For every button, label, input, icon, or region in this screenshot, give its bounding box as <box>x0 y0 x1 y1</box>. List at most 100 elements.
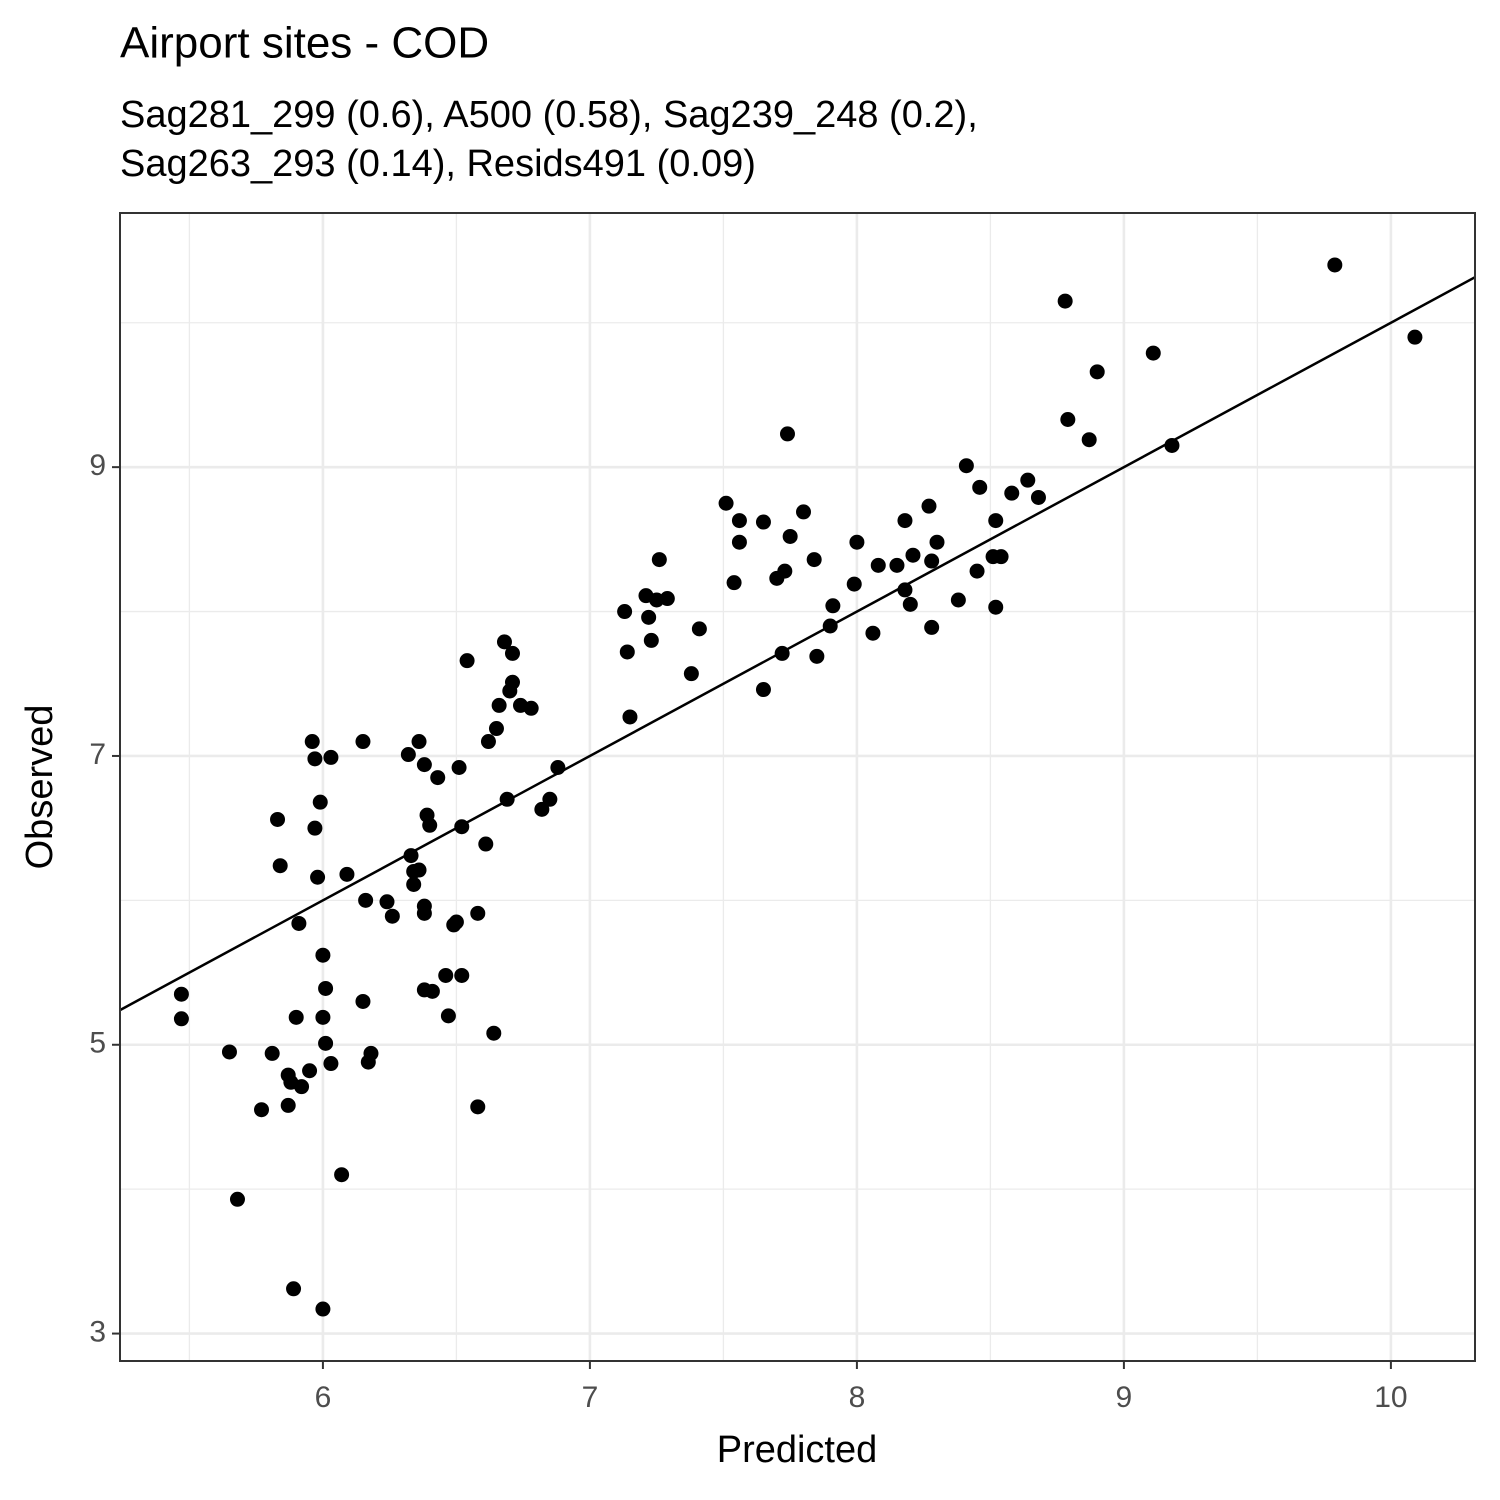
y-axis-title: Observed <box>19 705 61 870</box>
point <box>929 534 945 550</box>
point <box>315 947 331 963</box>
point <box>897 582 913 598</box>
point <box>897 513 913 529</box>
point <box>726 575 742 591</box>
point <box>307 820 323 836</box>
point <box>270 811 286 827</box>
point <box>312 794 328 810</box>
point <box>339 866 355 882</box>
chart-subtitle: Sag263_293 (0.14), Resids491 (0.09) <box>120 143 756 185</box>
point <box>806 552 822 568</box>
point <box>993 549 1009 565</box>
point <box>318 980 334 996</box>
point <box>924 619 940 635</box>
point <box>491 697 507 713</box>
point <box>1004 485 1020 501</box>
point <box>478 836 494 852</box>
point <box>459 653 475 669</box>
point <box>416 757 432 773</box>
point <box>411 862 427 878</box>
point <box>958 458 974 474</box>
point <box>846 576 862 592</box>
point <box>1145 345 1161 361</box>
x-tick-label: 8 <box>849 1381 866 1414</box>
point <box>294 1079 310 1095</box>
point <box>774 645 790 661</box>
point <box>617 604 633 620</box>
point <box>1057 293 1073 309</box>
point <box>451 760 467 776</box>
point <box>1164 437 1180 453</box>
point <box>291 915 307 931</box>
point <box>1060 411 1076 427</box>
point <box>643 632 659 648</box>
x-tick-label: 10 <box>1374 1381 1407 1414</box>
grid <box>120 213 1475 1361</box>
point <box>504 674 520 690</box>
point <box>496 634 512 650</box>
point <box>691 621 707 637</box>
point <box>902 596 918 612</box>
point <box>969 563 985 579</box>
point <box>865 625 881 641</box>
point <box>1089 364 1105 380</box>
chart-title: Airport sites - COD <box>120 19 489 68</box>
x-tick-label: 6 <box>315 1381 332 1414</box>
point <box>438 967 454 983</box>
point <box>542 791 558 807</box>
point <box>416 905 432 921</box>
point <box>470 1099 486 1115</box>
chart-subtitle: Sag281_299 (0.6), A500 (0.58), Sag239_24… <box>120 94 978 136</box>
y-tick-label: 5 <box>89 1027 106 1060</box>
point <box>905 547 921 563</box>
point <box>448 914 464 930</box>
point <box>849 534 865 550</box>
point <box>486 1025 502 1041</box>
point <box>406 876 422 892</box>
point <box>779 426 795 442</box>
point <box>454 819 470 835</box>
point <box>731 513 747 529</box>
y-tick-label: 9 <box>89 449 106 482</box>
point <box>988 599 1004 615</box>
y-tick-label: 7 <box>89 738 106 771</box>
point <box>622 709 638 725</box>
x-tick-label: 7 <box>582 1381 599 1414</box>
point <box>1327 257 1343 273</box>
point <box>988 513 1004 529</box>
point <box>358 892 374 908</box>
point <box>310 869 326 885</box>
point <box>264 1045 280 1061</box>
point <box>286 1281 302 1297</box>
point <box>683 666 699 682</box>
point <box>173 1011 189 1027</box>
point <box>480 734 496 750</box>
point <box>355 734 371 750</box>
point <box>355 993 371 1009</box>
point <box>288 1009 304 1025</box>
point <box>430 770 446 786</box>
panel-border <box>119 212 1476 1362</box>
point <box>307 751 323 767</box>
point <box>777 563 793 579</box>
point <box>379 894 395 910</box>
point <box>254 1102 270 1118</box>
point <box>504 645 520 661</box>
point <box>280 1097 296 1113</box>
point <box>323 749 339 765</box>
point <box>972 479 988 495</box>
point <box>641 609 657 625</box>
point <box>454 967 470 983</box>
point <box>499 791 515 807</box>
point <box>173 986 189 1002</box>
point <box>825 598 841 614</box>
point <box>315 1009 331 1025</box>
point <box>731 534 747 550</box>
point <box>363 1045 379 1061</box>
point <box>488 721 504 737</box>
x-axis-title: Predicted <box>717 1429 878 1471</box>
point <box>384 908 400 924</box>
identity-line <box>120 276 1475 1012</box>
point <box>229 1191 245 1207</box>
